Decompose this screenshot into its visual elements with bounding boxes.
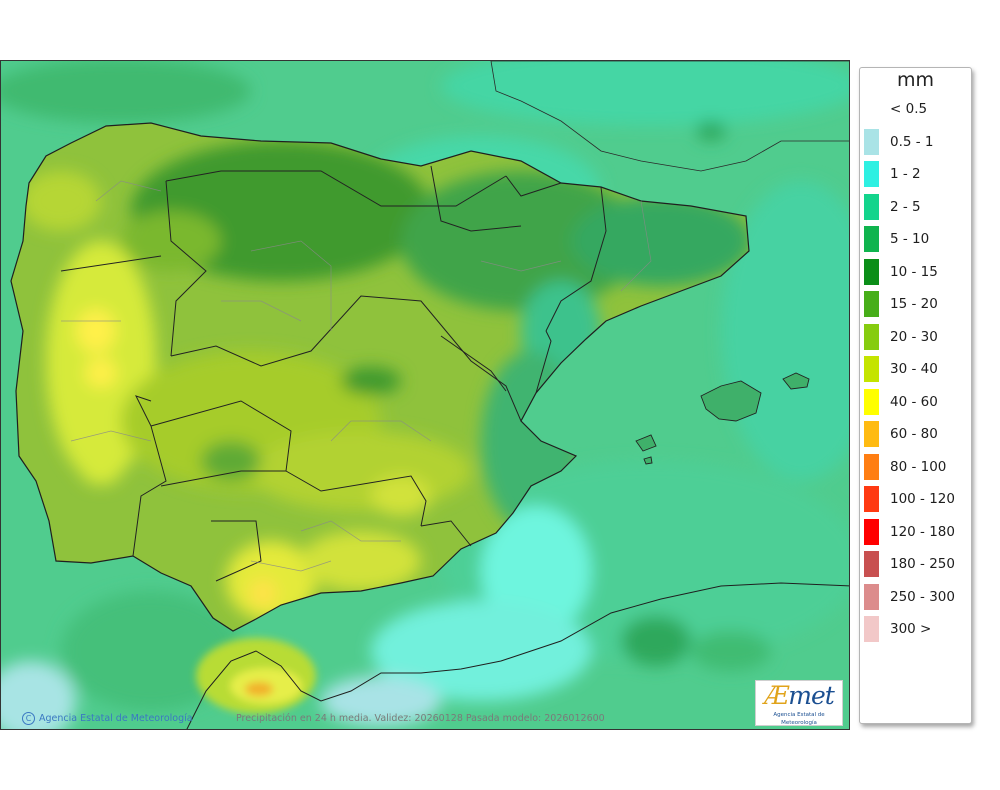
legend-swatch — [864, 226, 879, 252]
strait-precip — [196, 638, 316, 714]
legend-swatch — [864, 421, 879, 447]
legend-label: 300 > — [890, 621, 932, 637]
legend-label: 5 - 10 — [890, 231, 930, 247]
legend-item: 120 - 180 — [864, 518, 955, 545]
footer-credit-text: Agencia Estatal de Meteorología — [39, 713, 193, 724]
legend-swatch — [864, 323, 879, 350]
legend-item: 10 - 15 — [864, 258, 938, 285]
legend-swatch — [864, 616, 879, 642]
france-coast — [490, 61, 849, 172]
legend-item: 300 > — [864, 616, 931, 642]
legend-label: 10 - 15 — [890, 263, 938, 280]
legend-swatch — [864, 161, 879, 187]
legend-item: 180 - 250 — [864, 551, 955, 577]
legend-label: 120 - 180 — [890, 523, 955, 540]
legend-swatch — [864, 291, 879, 317]
legend-item: 30 - 40 — [864, 356, 938, 382]
footer-credit: C Agencia Estatal de Meteorología — [22, 712, 193, 725]
legend-label: 0.5 - 1 — [890, 133, 934, 150]
legend-label: 40 - 60 — [890, 393, 938, 410]
legend-item: 5 - 10 — [864, 226, 929, 252]
legend-swatch — [864, 388, 879, 415]
legend-item: 250 - 300 — [864, 583, 955, 610]
legend-item: 0.5 - 1 — [864, 128, 934, 155]
legend-swatch — [864, 518, 879, 545]
aemet-logo: Æmet Agencia Estatal de Meteorología — [755, 680, 843, 726]
footer-product-text: Precipitación en 24 h media. Validez: 20… — [236, 713, 605, 724]
legend-label: 30 - 40 — [890, 361, 938, 377]
legend-item: 2 - 5 — [864, 193, 921, 220]
legend-swatch — [864, 128, 879, 155]
legend-item: 1 - 2 — [864, 161, 921, 187]
legend-item: 40 - 60 — [864, 388, 938, 415]
copyright-icon: C — [22, 712, 35, 725]
legend-swatch — [864, 258, 879, 285]
legend-item: 80 - 100 — [864, 453, 947, 480]
legend-swatch — [864, 486, 879, 512]
aemet-logo-subtext: Agencia Estatal de Meteorología — [773, 712, 825, 726]
region-borders — [60, 165, 607, 582]
aemet-logo-wordmark: Æmet — [764, 681, 835, 710]
legend-item: < 0.5 — [864, 96, 927, 122]
spain-coastline — [10, 122, 750, 632]
legend-item: 15 - 20 — [864, 291, 938, 317]
sea-precip-fields — [1, 61, 849, 729]
legend-swatch — [864, 551, 879, 577]
legend-swatch — [864, 453, 879, 480]
map-svg — [1, 61, 849, 729]
precipitation-map — [0, 60, 850, 730]
legend-label: 250 - 300 — [890, 588, 955, 605]
legend-unit: mm — [896, 69, 935, 91]
legend-label: 180 - 250 — [890, 556, 955, 572]
legend-swatch — [864, 583, 879, 610]
legend-label: 80 - 100 — [890, 458, 947, 475]
legend-swatch — [864, 193, 879, 220]
legend: mm < 0.5 0.5 - 1 1 - 2 2 - 5 5 - 10 10 - 15 15… — [859, 67, 972, 724]
legend-label: 1 - 2 — [890, 166, 921, 182]
africa-coast — [186, 582, 849, 729]
legend-item: 100 - 120 — [864, 486, 955, 512]
legend-item: 20 - 30 — [864, 323, 938, 350]
legend-item: 60 - 80 — [864, 421, 938, 447]
legend-label: 15 - 20 — [890, 296, 938, 312]
legend-swatch — [864, 356, 879, 382]
balearic-islands — [635, 372, 810, 465]
legend-label: 60 - 80 — [890, 426, 938, 442]
legend-label: 2 - 5 — [890, 198, 921, 215]
province-borders — [61, 180, 652, 572]
legend-label: < 0.5 — [890, 101, 928, 117]
legend-label: 20 - 30 — [890, 328, 938, 345]
legend-label: 100 - 120 — [890, 491, 955, 507]
legend-swatch — [864, 96, 879, 122]
